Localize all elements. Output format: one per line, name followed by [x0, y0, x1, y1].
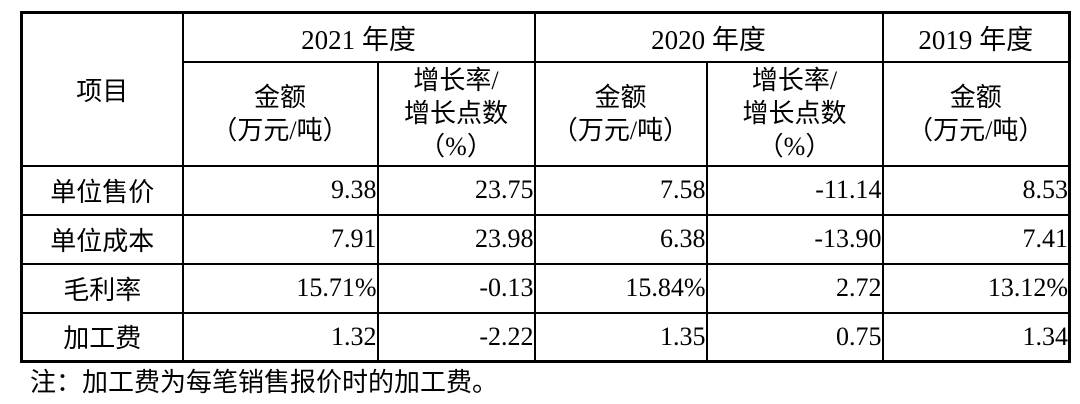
row-label-unit-cost: 单位成本	[20, 213, 184, 265]
financial-metrics-table: 项目 2021 年度 2020 年度 2019 年度 金额 （万元/吨） 增长率…	[20, 11, 1071, 363]
year-header-2019: 2019 年度	[881, 11, 1071, 63]
cell-value: 15.84%	[533, 262, 708, 314]
cell-value: -11.14	[705, 164, 884, 216]
cell-value: -2.22	[376, 311, 536, 363]
footnote: 注：加工费为每笔销售报价时的加工费。	[30, 368, 499, 397]
cell-value: 9.38	[181, 164, 379, 216]
cell-value: 0.75	[705, 311, 884, 363]
cell-value: 13.12%	[881, 262, 1071, 314]
cell-value: 23.98	[376, 213, 536, 265]
cell-value: -13.90	[705, 213, 884, 265]
subheader-amount-2019: 金额 （万元/吨）	[881, 60, 1071, 167]
cell-value: 2.72	[705, 262, 884, 314]
cell-value: 23.75	[376, 164, 536, 216]
row-label-gross-margin: 毛利率	[20, 262, 184, 314]
item-column-header: 项目	[20, 11, 184, 167]
subheader-growth-2021: 增长率/ 增长点数 （%）	[376, 60, 536, 167]
table-header-sub-row: 金额 （万元/吨） 增长率/ 增长点数 （%） 金额 （万元/吨） 增长率/ 增…	[22, 60, 1071, 167]
table-row: 毛利率 15.71% -0.13 15.84% 2.72 13.12%	[20, 262, 1071, 314]
year-header-2020: 2020 年度	[533, 11, 884, 63]
table-row: 单位成本 7.91 23.98 6.38 -13.90 7.41	[20, 213, 1071, 265]
cell-value: 15.71%	[181, 262, 379, 314]
cell-value: -0.13	[376, 262, 536, 314]
cell-value: 8.53	[881, 164, 1071, 216]
cell-value: 7.41	[881, 213, 1071, 265]
table-header-year-row: 项目 2021 年度 2020 年度 2019 年度	[20, 11, 1071, 167]
cell-value: 1.35	[533, 311, 708, 363]
row-label-processing-fee: 加工费	[20, 311, 184, 363]
cell-value: 6.38	[533, 213, 708, 265]
cell-value: 1.34	[881, 311, 1071, 363]
year-header-2021: 2021 年度	[181, 11, 536, 63]
cell-value: 7.91	[181, 213, 379, 265]
cell-value: 1.32	[181, 311, 379, 363]
subheader-amount-2021: 金额 （万元/吨）	[181, 60, 379, 167]
table-row: 加工费 1.32 -2.22 1.35 0.75 1.34	[20, 311, 1071, 363]
row-label-unit-price: 单位售价	[20, 164, 184, 216]
subheader-amount-2020: 金额 （万元/吨）	[533, 60, 708, 167]
subheader-growth-2020: 增长率/ 增长点数 （%）	[705, 60, 884, 167]
table-row: 单位售价 9.38 23.75 7.58 -11.14 8.53	[20, 164, 1071, 216]
cell-value: 7.58	[533, 164, 708, 216]
